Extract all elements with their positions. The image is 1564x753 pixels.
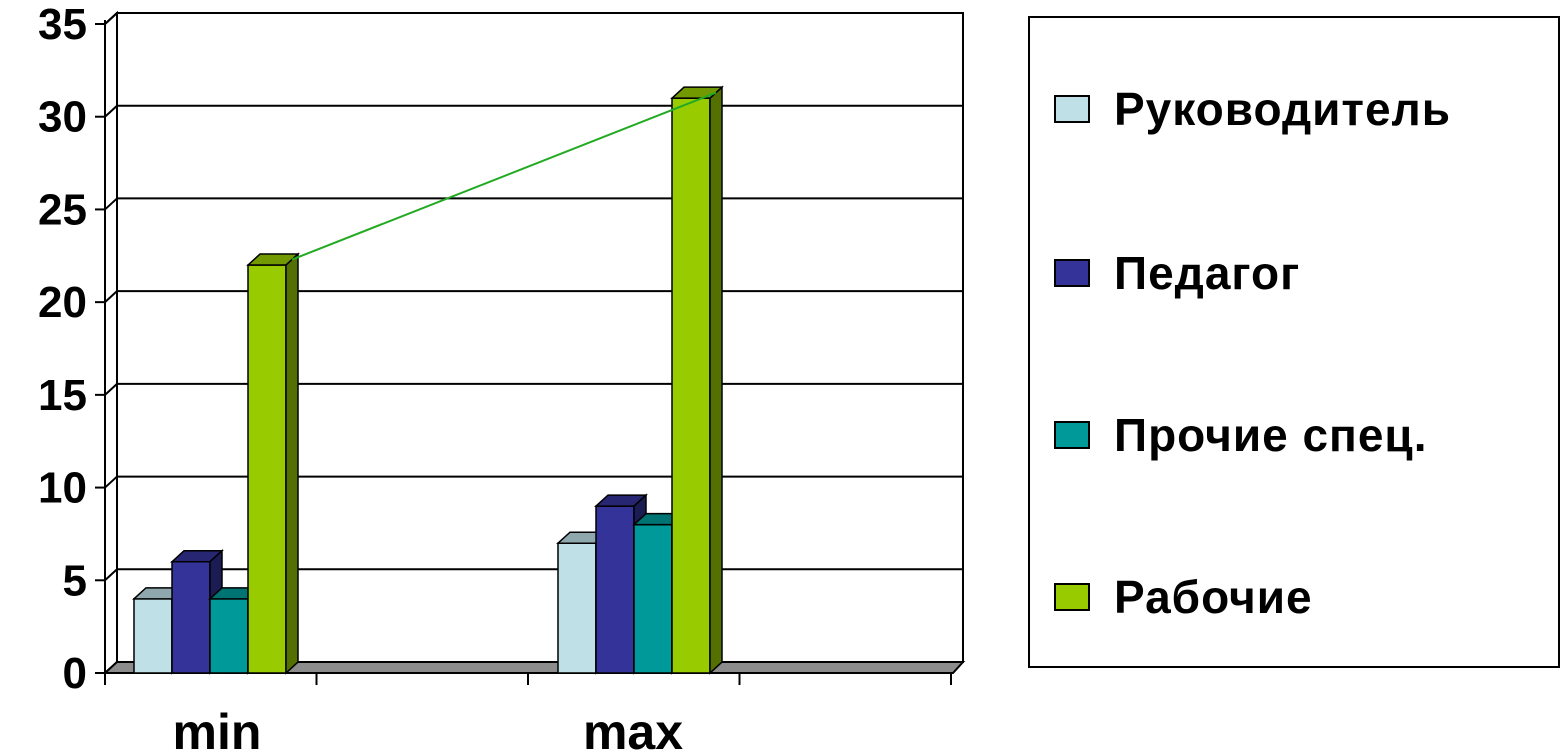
bar-side [709, 85, 723, 675]
bar [246, 252, 300, 675]
y-tick-label: 20 [38, 278, 87, 327]
plot-back-wall [116, 12, 964, 663]
legend-item-prochie: Прочие спец. [1054, 408, 1427, 462]
y-tick-label: 15 [38, 371, 87, 420]
legend-label: Руководитель [1114, 83, 1452, 135]
bar-front [671, 97, 711, 674]
y-tick-label: 10 [38, 464, 87, 513]
x-category-label: min [173, 704, 262, 753]
bar-front [209, 598, 249, 674]
trend-line [291, 91, 717, 261]
y-tick-label: 25 [38, 185, 87, 234]
legend-label: Педагог [1114, 247, 1301, 299]
legend-item-rukovoditel: Руководитель [1054, 82, 1451, 136]
legend: Руководитель Педагог Прочие спец. Рабочи… [1028, 16, 1560, 668]
bar-front [595, 505, 635, 674]
y-tick-label: 30 [38, 93, 87, 142]
bar-front [133, 598, 173, 674]
bar-front [171, 560, 211, 674]
y-tick-label: 5 [63, 556, 87, 605]
bar-front [633, 523, 673, 674]
bar-front [557, 542, 597, 674]
x-category-label: max [583, 704, 683, 753]
gridline-depth [104, 290, 118, 303]
gridline-depth [104, 383, 118, 396]
legend-item-rabochie: Рабочие [1054, 570, 1313, 624]
gridline-depth [104, 197, 118, 211]
legend-label: Рабочие [1114, 571, 1313, 623]
gridline-depth [104, 104, 118, 118]
legend-swatch [1054, 421, 1090, 449]
bar-side [285, 252, 299, 675]
axis-labels: 0 5 10 15 20 25 30 35 min max [38, 0, 683, 753]
bar-front [247, 264, 287, 674]
gridline-depth [104, 475, 118, 489]
legend-swatch [1054, 583, 1090, 611]
gridline-depth [104, 12, 118, 25]
gridline-depth [104, 568, 118, 582]
legend-item-pedagog: Педагог [1054, 246, 1300, 300]
legend-label: Прочие спец. [1114, 409, 1428, 461]
y-tick-label: 0 [63, 649, 87, 698]
legend-swatch [1054, 95, 1090, 123]
y-tick-label: 35 [38, 0, 87, 49]
legend-swatch [1054, 259, 1090, 287]
gridlines [102, 10, 966, 676]
bar [670, 85, 724, 675]
bars [132, 85, 724, 675]
